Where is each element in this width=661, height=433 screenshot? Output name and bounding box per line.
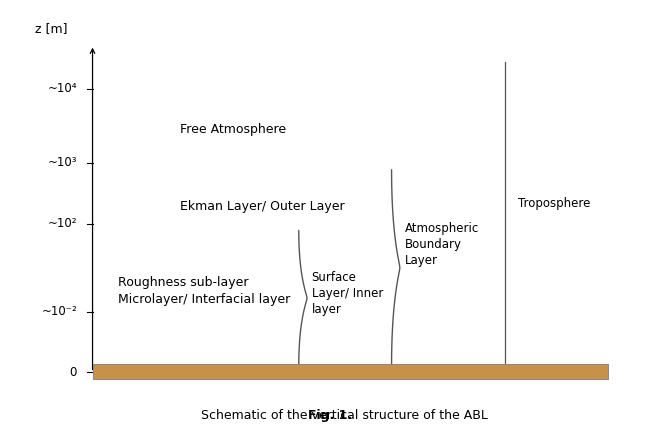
- Text: Atmospheric
Boundary
Layer: Atmospheric Boundary Layer: [405, 222, 479, 267]
- Text: Roughness sub-layer: Roughness sub-layer: [118, 276, 249, 289]
- Text: Free Atmosphere: Free Atmosphere: [180, 123, 286, 136]
- Text: Microlayer/ Interfacial layer: Microlayer/ Interfacial layer: [118, 293, 291, 306]
- Bar: [93, 364, 608, 379]
- Text: Fig. 1.: Fig. 1.: [309, 409, 352, 422]
- Text: ~10²: ~10²: [48, 217, 77, 230]
- Text: Surface
Layer/ Inner
layer: Surface Layer/ Inner layer: [312, 271, 383, 316]
- Text: Troposphere: Troposphere: [518, 197, 590, 210]
- Text: ~10³: ~10³: [48, 156, 77, 169]
- Text: Ekman Layer/ Outer Layer: Ekman Layer/ Outer Layer: [180, 200, 345, 213]
- Text: z [m]: z [m]: [35, 22, 67, 35]
- Text: ~10⁻²: ~10⁻²: [42, 305, 77, 318]
- Text: ~10⁴: ~10⁴: [48, 82, 77, 95]
- Text: 0: 0: [69, 366, 77, 379]
- Text: Schematic of the vertical structure of the ABL: Schematic of the vertical structure of t…: [173, 409, 488, 422]
